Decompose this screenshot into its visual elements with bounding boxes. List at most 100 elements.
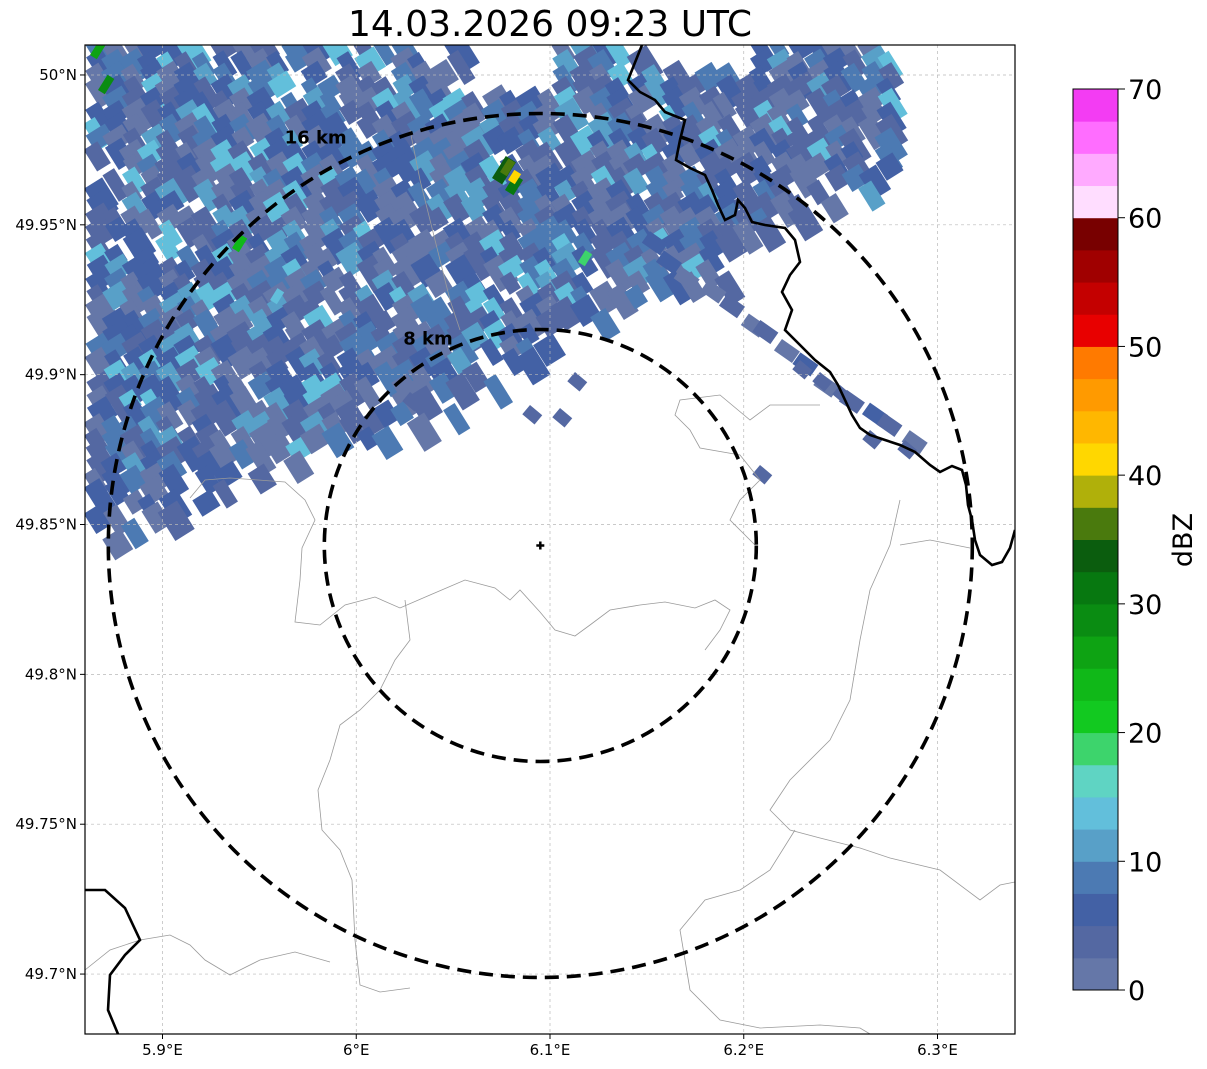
echo-pixel [551,242,585,277]
colorbar-segment [1073,217,1118,251]
echo-pixel [876,412,903,437]
echo-pixel [862,430,883,450]
colorbar-tick-label: 20 [1128,719,1162,750]
echo-pixel [228,439,257,470]
echo-pixel [299,423,331,455]
colorbar-tick-label: 30 [1128,590,1162,621]
echo-pixel [353,376,382,410]
echo-pixel [694,61,725,93]
echo-pixel [462,102,486,128]
colorbar-tick-label: 10 [1128,847,1162,878]
echo-pixel [85,478,117,515]
echo-pixel [482,296,506,323]
echo-pixel [533,333,566,367]
echo-pixel [806,179,831,206]
echo-pixel [715,228,748,263]
colorbar-segment [1073,893,1118,927]
echo-pixel [122,154,145,178]
range-ring [322,327,759,764]
echo-pixel [499,271,522,295]
echo-pixel [824,163,852,192]
echo-pixel [901,430,928,455]
echo-pixel [460,193,488,223]
echo-core [500,158,516,177]
colorbar-segment [1073,796,1118,830]
echo-pixel [698,244,725,275]
map-title: 14.03.2026 09:23 UTC [347,4,753,45]
echo-pixel [102,168,131,202]
echo-pixel [230,426,255,453]
echo-pixel [820,193,849,224]
colorbar-segment [1073,700,1118,734]
echo-pixel [877,87,908,123]
echo-pixel [85,141,111,172]
colorbar-segment [1073,249,1118,283]
admin-boundary [85,934,331,976]
echo-pixel [122,113,149,141]
national-borders [85,45,1015,1034]
echo-pixel [681,101,705,127]
echo-pixel [212,204,237,231]
echo-pixel [552,407,573,428]
echo-pixel [193,62,218,89]
echo-pixel [785,89,810,115]
echo-pixel [155,375,187,413]
colorbar-label: dBZ [1168,513,1199,567]
x-tick-label: 6.2°E [723,1041,764,1059]
colorbar-segment [1073,507,1118,540]
echo-pixel [604,258,635,294]
echo-pixel [424,206,449,232]
echo-pixel [751,191,780,222]
echo-pixel [515,346,551,386]
echo-pixel [567,372,588,392]
echo-pixel [354,140,380,167]
echo-pixel [303,124,331,153]
echo-pixel [406,385,444,425]
echo-pixel [406,412,442,452]
echo-pixel [247,463,277,495]
country-border-southwest [85,888,142,1034]
y-tick-label: 50°N [39,66,77,84]
colorbar-segment [1073,346,1118,380]
colorbar-segment [1073,153,1118,187]
echo-pixel [875,152,904,181]
x-tick-label: 6.1°E [530,1041,571,1059]
echo-pixel [121,97,157,136]
echo-pixel [247,152,274,181]
echo-pixel [447,332,479,369]
colorbar-tick-label: 50 [1128,332,1162,363]
echo-pixel [752,141,776,168]
echo-pixel [501,347,527,377]
echo-pixel [571,271,594,297]
echo-pixel [372,399,401,429]
echo-pixel [858,164,892,200]
echo-pixel [356,60,382,87]
echo-pixel [302,86,330,115]
colorbar-segment [1073,475,1118,508]
colorbar-segment [1073,121,1118,154]
echo-pixel [655,250,682,275]
echo-pixel [424,269,453,299]
colorbar-segment [1073,829,1118,862]
echo-pixel [841,163,870,193]
echo-pixel [624,284,649,310]
admin-boundary [189,477,731,651]
echo-pixel [522,404,543,425]
echo-pixel [122,309,152,346]
colorbar-segment [1073,89,1118,122]
echo-core [98,74,115,95]
colorbar-segment [1073,925,1118,959]
echo-pixel [805,152,831,179]
echo-pixel [550,296,583,331]
echo-pixel [443,193,472,225]
echo-pixel [265,359,293,388]
echo-pixel [570,167,595,194]
colorbar-segment [1073,539,1118,573]
echo-pixel [715,154,738,180]
echo-pixel [158,219,183,249]
colorbar-segment [1073,185,1118,219]
y-tick-label: 49.95°N [15,216,77,234]
echo-pixel [461,361,491,393]
echo-pixel [645,266,679,303]
colorbar-segment [1073,636,1118,669]
